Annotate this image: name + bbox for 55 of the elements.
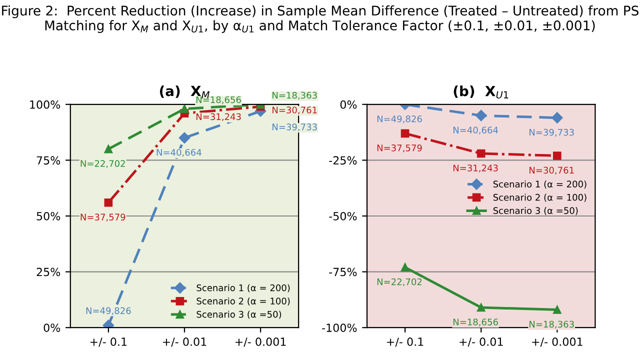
annotation: N=18,656 — [453, 318, 498, 326]
annotation: N=37,579 — [377, 144, 422, 152]
annotation: N=30,761 — [530, 166, 574, 175]
x-tick-label: +/- 0.01 — [162, 338, 206, 347]
point — [104, 198, 113, 207]
y-tick-label: 0% — [44, 324, 60, 332]
annotation: N=39,733 — [272, 124, 317, 132]
x-tick-label: +/- 0.01 — [460, 338, 503, 347]
legend-label: Scenario 1 (α = 200) — [196, 284, 290, 292]
point — [178, 132, 190, 144]
point — [553, 152, 562, 160]
chart-subtitle: (b) X$_{U1}$ — [454, 86, 508, 98]
annotation: N=40,664 — [156, 148, 202, 157]
annotation: N=31,243 — [453, 164, 498, 172]
annotation: N=49,826 — [377, 115, 422, 124]
y-tick-label: 50% — [36, 212, 60, 220]
y-tick-label: 25% — [36, 268, 60, 276]
y-tick-label: 75% — [36, 156, 60, 165]
y-tick-label: 100% — [30, 100, 60, 109]
legend-label: Scenario 3 (α =50) — [493, 207, 578, 216]
point — [104, 144, 113, 154]
legend-label: Scenario 2 (α = 100) — [493, 194, 586, 202]
chart-title: Figure 2: Percent Reduction (Increase) in Sample Mean Difference (Treated – Untreated) from PS Matching for X$_{M}$ and X$_{U1}$, by α$_{U1}$ and Match Tolerance Factor (±0.1, ±0.01, ±0.001) — [2, 5, 638, 33]
chart-subtitle: (a) X$_{M}$ — [160, 86, 210, 98]
annotation: N=49,826 — [86, 307, 131, 316]
annotation: N=40,664 — [453, 126, 498, 134]
annotation: N=18,363 — [530, 320, 574, 329]
x-tick-label: +/- 0.1 — [90, 338, 127, 347]
point — [476, 110, 487, 122]
x-tick-label: +/- 0.001 — [532, 338, 582, 347]
annotation: N=22,702 — [377, 278, 422, 286]
x-tick-label: +/- 0.001 — [236, 338, 286, 347]
annotation: N=31,243 — [196, 113, 241, 122]
point — [476, 303, 486, 312]
annotation: N=18,656 — [196, 96, 241, 104]
x-tick-label: +/- 0.1 — [387, 338, 424, 347]
y-tick-label: -75% — [329, 268, 357, 276]
point — [400, 129, 410, 138]
legend-label: Scenario 2 (α = 100) — [196, 297, 290, 306]
legend-label: Scenario 1 (α = 200) — [493, 180, 586, 189]
annotation: N=22,702 — [80, 160, 125, 168]
y-tick-label: -25% — [329, 156, 357, 165]
annotation: N=37,579 — [80, 214, 126, 222]
y-tick-label: 0% — [340, 100, 357, 109]
point — [552, 112, 563, 124]
point — [180, 104, 189, 114]
legend-label: Scenario 3 (α =50) — [196, 310, 282, 319]
y-tick-label: -50% — [329, 212, 357, 220]
annotation: N=18,363 — [272, 92, 317, 100]
point — [476, 149, 486, 158]
annotation: N=30,761 — [272, 106, 317, 114]
point — [400, 263, 410, 272]
point — [553, 306, 562, 314]
y-tick-label: -100% — [322, 324, 357, 332]
annotation: N=39,733 — [530, 128, 574, 137]
